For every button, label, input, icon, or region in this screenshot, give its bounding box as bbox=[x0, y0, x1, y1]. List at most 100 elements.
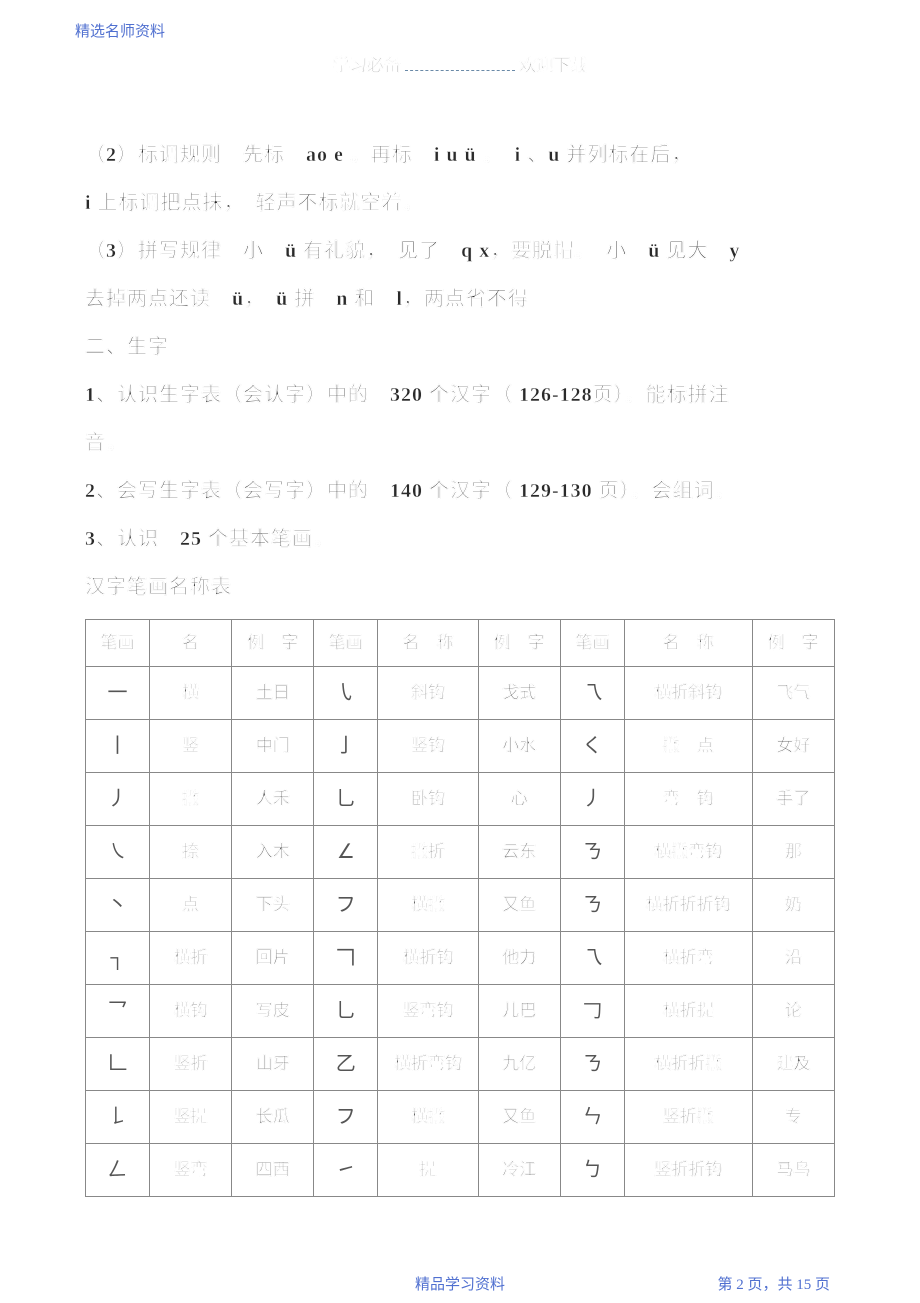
th-5: 例 字 bbox=[478, 620, 560, 667]
table-cell: 横撇弯钩 bbox=[624, 826, 752, 879]
table-cell: 提 bbox=[378, 1144, 478, 1197]
table-row: 𠃊竖折山牙乙横折弯钩九亿ㄋ横折折撇建及 bbox=[86, 1038, 835, 1091]
table-cell: フ bbox=[314, 1091, 378, 1144]
table-cell: 横折折撇 bbox=[624, 1038, 752, 1091]
table-cell: 横 bbox=[149, 667, 231, 720]
table-cell: 丶 bbox=[86, 879, 150, 932]
table-cell: ㇀ bbox=[314, 1144, 378, 1197]
table-cell: 九亿 bbox=[478, 1038, 560, 1091]
table-cell: ㄋ bbox=[560, 826, 624, 879]
table-cell: 土日 bbox=[232, 667, 314, 720]
table-cell: 竖折折钩 bbox=[624, 1144, 752, 1197]
table-cell: 手了 bbox=[752, 773, 834, 826]
table-row: 𠃋竖弯四西㇀提冷江ㄅ竖折折钩马鸟 bbox=[86, 1144, 835, 1197]
th-7: 名 称 bbox=[624, 620, 752, 667]
table-cell: 弯 钩 bbox=[624, 773, 752, 826]
table-cell: 撇 bbox=[149, 773, 231, 826]
table-cell: 小水 bbox=[478, 720, 560, 773]
th-4: 名 称 bbox=[378, 620, 478, 667]
table-cell: 点 bbox=[149, 879, 231, 932]
table-cell: 写皮 bbox=[232, 985, 314, 1038]
table-cell: く bbox=[560, 720, 624, 773]
top-title-right: 欢迎下载 bbox=[519, 56, 587, 75]
table-cell: 云东 bbox=[478, 826, 560, 879]
footer-right: 第 2 页，共 15 页 bbox=[717, 1273, 830, 1294]
table-cell: 竖弯 bbox=[149, 1144, 231, 1197]
table-cell: 一 bbox=[86, 667, 150, 720]
th-1: 名 bbox=[149, 620, 231, 667]
table-cell: 建及 bbox=[752, 1038, 834, 1091]
table-cell: 乁 bbox=[560, 667, 624, 720]
table-cell: 横折弯钩 bbox=[378, 1038, 478, 1091]
table-row: 𠄌竖提长瓜フ横撇又鱼ㄣ竖折撇专 bbox=[86, 1091, 835, 1144]
table-cell: ㄅ bbox=[560, 1144, 624, 1197]
table-cell: 回片 bbox=[232, 932, 314, 985]
table-cell: 专 bbox=[752, 1091, 834, 1144]
table-cell: 戈式 bbox=[478, 667, 560, 720]
table-cell: ∠ bbox=[314, 826, 378, 879]
table-cell: 𠄌 bbox=[86, 1091, 150, 1144]
th-2: 例 字 bbox=[232, 620, 314, 667]
table-row: 一横土日㇂斜钩戈式乁横折斜钩飞气 bbox=[86, 667, 835, 720]
table-cell: 竖折 bbox=[149, 1038, 231, 1091]
table-cell: 马鸟 bbox=[752, 1144, 834, 1197]
table-row: ┐横折回片𠃍横折钩他力乁横折弯沿 bbox=[86, 932, 835, 985]
table-cell: 横撇 bbox=[378, 1091, 478, 1144]
table-cell: 人禾 bbox=[232, 773, 314, 826]
table-cell: 山牙 bbox=[232, 1038, 314, 1091]
table-cell: 𠃊 bbox=[86, 1038, 150, 1091]
table-cell: 又鱼 bbox=[478, 879, 560, 932]
para-4: 去掉两点还读 ü， ü 拼 n 和 l，两点省不得 bbox=[85, 275, 835, 323]
para-6: 1、认识生字表（会认字）中的 320 个汉字（ 126-128页）。能标拼注 bbox=[85, 371, 835, 419]
stroke-table: 笔画 名 例 字 笔画 名 称 例 字 笔画 名 称 例 字 一横土日㇂斜钩戈式… bbox=[85, 619, 835, 1197]
table-cell: 儿巴 bbox=[478, 985, 560, 1038]
table-cell: 四西 bbox=[232, 1144, 314, 1197]
top-title-left: 学习必备 bbox=[333, 56, 401, 75]
th-8: 例 字 bbox=[752, 620, 834, 667]
table-cell: 竖 bbox=[149, 720, 231, 773]
table-cell: 中门 bbox=[232, 720, 314, 773]
table-cell: 捺 bbox=[149, 826, 231, 879]
th-6: 笔画 bbox=[560, 620, 624, 667]
top-title: 学习必备 欢迎下载 bbox=[85, 51, 835, 76]
table-cell: 那 bbox=[752, 826, 834, 879]
table-cell: 奶 bbox=[752, 879, 834, 932]
table-cell: ㇏ bbox=[86, 826, 150, 879]
table-cell: 横钩 bbox=[149, 985, 231, 1038]
table-cell: 竖钩 bbox=[378, 720, 478, 773]
table-cell: 乚 bbox=[314, 773, 378, 826]
th-3: 笔画 bbox=[314, 620, 378, 667]
table-cell: 又鱼 bbox=[478, 1091, 560, 1144]
para-10: 汉字笔画名称表 bbox=[85, 563, 835, 611]
table-cell: 𠃋 bbox=[86, 1144, 150, 1197]
table-cell: 心 bbox=[478, 773, 560, 826]
table-cell: 长瓜 bbox=[232, 1091, 314, 1144]
table-cell: 下头 bbox=[232, 879, 314, 932]
table-cell: 飞气 bbox=[752, 667, 834, 720]
table-row: 丿撇人禾乚卧钩心丿弯 钩手了 bbox=[86, 773, 835, 826]
table-row: 乛横钩写皮乚竖弯钩儿巴𠃌横折提论 bbox=[86, 985, 835, 1038]
para-1: （2）标调规则 先标 ao e 。再标 i u ü 。 i 、u 并列标在后， bbox=[85, 131, 835, 179]
table-cell: 𠃌 bbox=[560, 985, 624, 1038]
table-cell: 横折 bbox=[149, 932, 231, 985]
table-cell: 乚 bbox=[314, 985, 378, 1038]
para-7: 音。 bbox=[85, 419, 835, 467]
para-8: 2、会写生字表（会写字）中的 140 个汉字（ 129-130 页）。会组词。 bbox=[85, 467, 835, 515]
table-cell: 丿 bbox=[86, 773, 150, 826]
table-cell: 横折钩 bbox=[378, 932, 478, 985]
table-cell: 撇折 bbox=[378, 826, 478, 879]
content: （2）标调规则 先标 ao e 。再标 i u ü 。 i 、u 并列标在后， … bbox=[85, 131, 835, 1197]
table-cell: 他力 bbox=[478, 932, 560, 985]
table-head-row: 笔画 名 例 字 笔画 名 称 例 字 笔画 名 称 例 字 bbox=[86, 620, 835, 667]
page: 精选名师资料 学习必备 欢迎下载 （2）标调规则 先标 ao e 。再标 i u… bbox=[0, 0, 920, 1303]
table-cell: 竖弯钩 bbox=[378, 985, 478, 1038]
table-cell: 横折提 bbox=[624, 985, 752, 1038]
table-row: 丶点下头フ横撇又鱼ㄋ横折折折钩奶 bbox=[86, 879, 835, 932]
para-3: （3）拼写规律 小 ü 有礼貌， 见了 q x，要脱帽。 小 ü 见大 y bbox=[85, 227, 835, 275]
table-cell: 横折折折钩 bbox=[624, 879, 752, 932]
table-cell: 乙 bbox=[314, 1038, 378, 1091]
table-cell: フ bbox=[314, 879, 378, 932]
table-cell: 竖提 bbox=[149, 1091, 231, 1144]
title-underline bbox=[405, 68, 515, 71]
table-row: ㇏捺入木∠撇折云东ㄋ横撇弯钩那 bbox=[86, 826, 835, 879]
